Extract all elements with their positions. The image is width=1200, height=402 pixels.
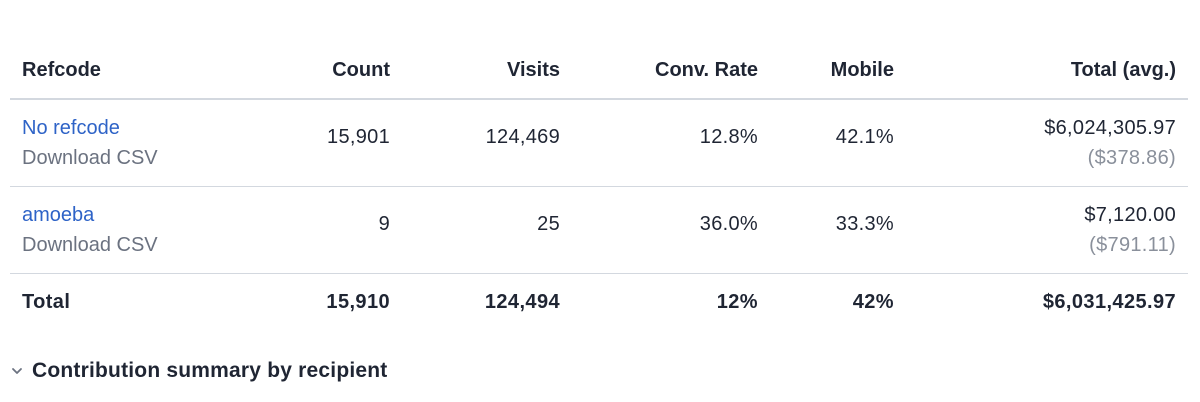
header-count: Count bbox=[242, 44, 402, 100]
refcode-cell: No refcode Download CSV bbox=[10, 99, 242, 187]
contribution-summary-toggle[interactable]: Contribution summary by recipient bbox=[10, 359, 387, 383]
refcode-link[interactable]: No refcode bbox=[22, 117, 120, 139]
visits-cell: 25 bbox=[402, 186, 572, 274]
header-conv-rate: Conv. Rate bbox=[572, 44, 770, 100]
contribution-summary-title: Contribution summary by recipient bbox=[32, 359, 388, 382]
chevron-down-icon bbox=[10, 364, 24, 378]
refcode-table-container: Refcode Count Visits Conv. Rate Mobile T… bbox=[10, 44, 1188, 330]
mobile-value: 33.3% bbox=[835, 212, 894, 235]
download-csv-link[interactable]: Download CSV bbox=[22, 234, 158, 256]
average-value: ($791.11) bbox=[1089, 234, 1176, 256]
table-row: No refcode Download CSV 15,901 124,469 1… bbox=[10, 99, 1188, 187]
totals-label: Total bbox=[22, 290, 71, 313]
header-refcode: Refcode bbox=[10, 44, 242, 100]
total-cell: $7,120.00 ($791.11) bbox=[906, 186, 1188, 274]
conv-rate-value: 36.0% bbox=[699, 212, 758, 235]
refcode-cell: amoeba Download CSV bbox=[10, 186, 242, 274]
refcode-link[interactable]: amoeba bbox=[22, 204, 95, 226]
mobile-value: 42.1% bbox=[835, 125, 894, 148]
totals-visits: 124,494 bbox=[484, 290, 560, 313]
conv-rate-value: 12.8% bbox=[699, 125, 758, 148]
count-cell: 9 bbox=[242, 186, 402, 274]
totals-conv-rate: 12% bbox=[716, 290, 758, 313]
totals-total: $6,031,425.97 bbox=[1042, 290, 1176, 313]
conv-rate-cell: 36.0% bbox=[572, 186, 770, 274]
conv-rate-cell: 12.8% bbox=[572, 99, 770, 187]
count-value: 9 bbox=[378, 212, 390, 235]
count-value: 15,901 bbox=[327, 125, 390, 148]
totals-mobile: 42% bbox=[852, 290, 894, 313]
visits-cell: 124,469 bbox=[402, 99, 572, 187]
download-csv-link[interactable]: Download CSV bbox=[22, 147, 158, 169]
total-value: $7,120.00 bbox=[1084, 204, 1176, 226]
refcode-table: Refcode Count Visits Conv. Rate Mobile T… bbox=[10, 44, 1188, 330]
totals-count: 15,910 bbox=[326, 290, 390, 313]
table-header-row: Refcode Count Visits Conv. Rate Mobile T… bbox=[10, 44, 1188, 100]
header-visits: Visits bbox=[402, 44, 572, 100]
mobile-cell: 33.3% bbox=[770, 186, 906, 274]
header-mobile: Mobile bbox=[770, 44, 906, 100]
header-total: Total (avg.) bbox=[906, 44, 1188, 100]
average-value: ($378.86) bbox=[1087, 147, 1176, 169]
visits-value: 25 bbox=[537, 212, 560, 235]
total-value: $6,024,305.97 bbox=[1044, 117, 1176, 139]
visits-value: 124,469 bbox=[485, 125, 560, 148]
table-row: amoeba Download CSV 9 25 36.0% 33.3% $7,… bbox=[10, 186, 1188, 274]
totals-row: Total 15,910 124,494 12% 42% $6,031,425.… bbox=[10, 274, 1188, 331]
total-cell: $6,024,305.97 ($378.86) bbox=[906, 99, 1188, 187]
count-cell: 15,901 bbox=[242, 99, 402, 187]
mobile-cell: 42.1% bbox=[770, 99, 906, 187]
